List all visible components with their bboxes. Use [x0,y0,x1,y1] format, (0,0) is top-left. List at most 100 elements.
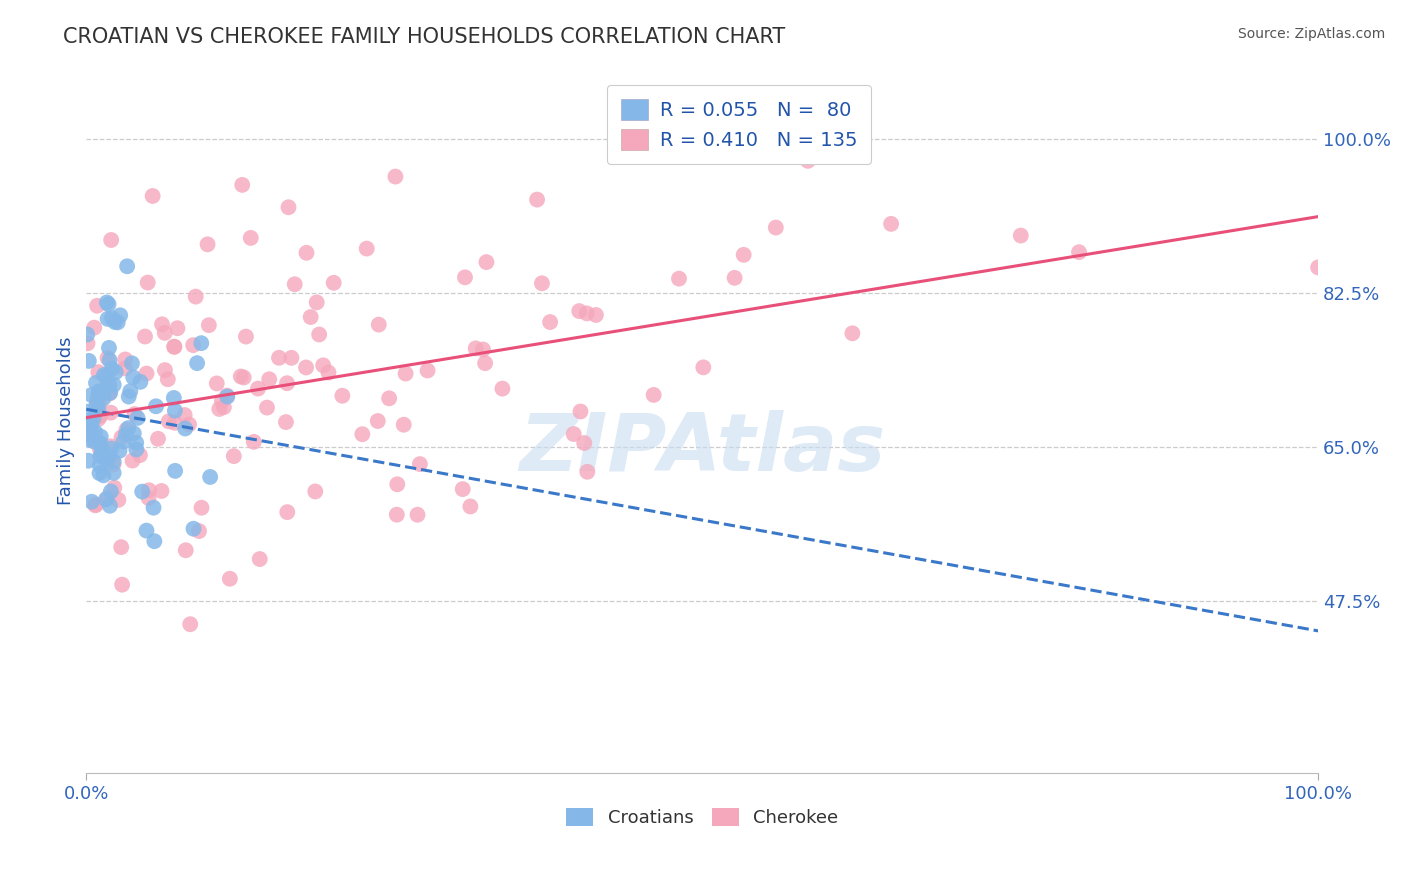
Point [276,505,298,519]
Point [103,466,125,480]
Point [235,329,257,343]
Point [76,327,98,342]
Point [86,299,108,313]
Point [97,376,120,391]
Point [454,270,477,285]
Point [173,408,195,422]
Point [464,342,486,356]
Point [179,617,201,632]
Point [80,494,103,508]
Point [157,414,180,428]
Point [101,311,124,326]
Point [103,481,125,495]
Point [284,277,307,292]
Point [100,233,122,247]
Point [249,552,271,566]
Point [229,369,252,384]
Point [163,340,186,354]
Point [295,360,318,375]
Point [198,318,221,333]
Point [142,500,165,515]
Point [166,321,188,335]
Point [212,400,235,414]
Point [125,435,148,450]
Point [183,522,205,536]
Point [1010,228,1032,243]
Point [98,386,121,401]
Point [103,377,125,392]
Point [107,492,129,507]
Point [120,384,142,399]
Point [91,385,114,400]
Point [765,220,787,235]
Point [89,466,111,480]
Point [305,295,328,310]
Point [97,491,120,505]
Point [114,352,136,367]
Point [163,403,186,417]
Point [84,499,107,513]
Point [247,382,270,396]
Point [89,409,111,423]
Point [474,356,496,370]
Point [163,416,186,430]
Point [692,360,714,375]
Point [129,448,152,462]
Point [87,384,110,399]
Point [174,543,197,558]
Point [177,417,200,432]
Point [668,271,690,285]
Point [90,429,112,443]
Point [77,427,100,442]
Point [211,394,233,409]
Point [385,508,408,522]
Point [184,290,207,304]
Point [1067,245,1090,260]
Point [232,370,254,384]
Point [83,320,105,334]
Point [880,217,903,231]
Point [96,295,118,310]
Point [274,415,297,429]
Point [125,442,148,457]
Point [80,417,103,432]
Point [277,200,299,214]
Point [312,359,335,373]
Point [121,356,143,370]
Point [267,351,290,365]
Point [94,492,117,507]
Point [181,338,204,352]
Point [135,524,157,538]
Point [103,458,125,472]
Point [77,454,100,468]
Point [318,366,340,380]
Point [406,508,429,522]
Point [91,442,114,456]
Point [188,524,211,538]
Text: Source: ZipAtlas.com: Source: ZipAtlas.com [1237,27,1385,41]
Point [257,372,280,386]
Point [205,376,228,391]
Point [163,391,186,405]
Point [98,499,121,513]
Point [89,458,111,473]
Point [574,436,596,450]
Point [332,389,354,403]
Point [215,388,238,402]
Point [96,351,118,365]
Point [143,534,166,549]
Point [115,427,138,442]
Point [89,442,111,456]
Point [138,483,160,498]
Point [136,276,159,290]
Point [118,390,141,404]
Point [367,414,389,428]
Point [97,297,120,311]
Point [100,406,122,420]
Point [104,365,127,379]
Point [186,356,208,370]
Point [150,483,173,498]
Point [276,376,298,391]
Point [134,329,156,343]
Point [280,351,302,365]
